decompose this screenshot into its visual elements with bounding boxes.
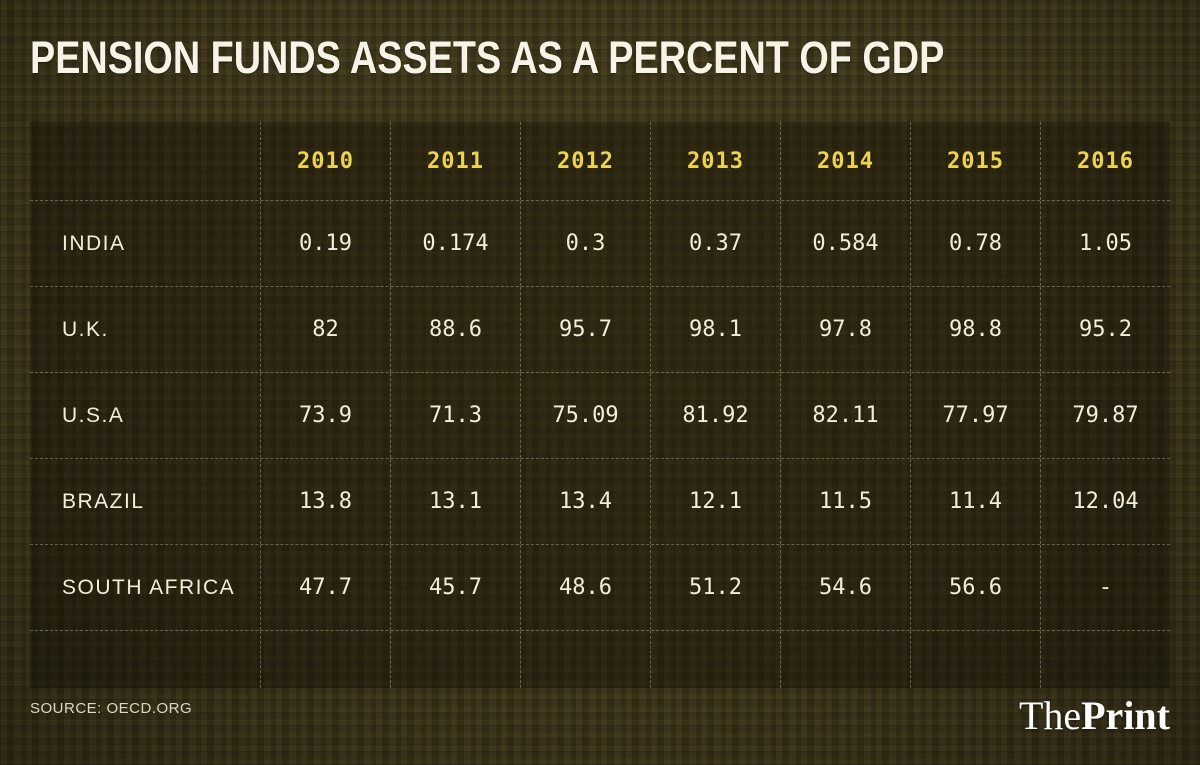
country-label: BRAZIL — [62, 489, 145, 513]
table-row: BRAZIL 13.8 13.1 13.4 12.1 11.5 11.4 12.04 — [30, 458, 1170, 544]
value-cell-2012: 95.7 — [520, 287, 650, 372]
value-cell-2010: 47.7 — [260, 545, 390, 630]
value-cell-2015: 56.6 — [910, 545, 1040, 630]
value-cell-2016: 95.2 — [1040, 287, 1170, 372]
year-header-2016: 2016 — [1040, 122, 1170, 200]
theprint-logo-print: Print — [1081, 693, 1170, 738]
empty-cell — [390, 631, 520, 688]
value-cell-2014: 11.5 — [780, 459, 910, 544]
value-cell-2010: 82 — [260, 287, 390, 372]
empty-cell — [30, 631, 260, 688]
table-row: SOUTH AFRICA 47.7 45.7 48.6 51.2 54.6 56.6- — [30, 544, 1170, 630]
value-cell-2016: - — [1040, 545, 1170, 630]
value-cell-2013: 12.1 — [650, 459, 780, 544]
value-cell-2016: 79.87 — [1040, 373, 1170, 458]
table-empty-row — [30, 630, 1170, 688]
empty-cell — [520, 631, 650, 688]
value-cell-2015: 11.4 — [910, 459, 1040, 544]
value-cell-2011: 13.1 — [390, 459, 520, 544]
theprint-logo: ThePrint — [1019, 692, 1170, 739]
value-cell-2016: 12.04 — [1040, 459, 1170, 544]
value-cell-2015: 77.97 — [910, 373, 1040, 458]
value-cell-2015: 98.8 — [910, 287, 1040, 372]
value-cell-2012: 0.3 — [520, 201, 650, 286]
value-cell-2011: 45.7 — [390, 545, 520, 630]
year-header-2012: 2012 — [520, 122, 650, 200]
empty-cell — [650, 631, 780, 688]
value-cell-2012: 48.6 — [520, 545, 650, 630]
value-cell-2012: 13.4 — [520, 459, 650, 544]
value-cell-2010: 0.19 — [260, 201, 390, 286]
table-row: U.S.A 73.9 71.3 75.09 81.92 82.11 77.97 79.87 — [30, 372, 1170, 458]
value-cell-2014: 97.8 — [780, 287, 910, 372]
country-label: U.K. — [62, 317, 109, 341]
value-cell-2013: 0.37 — [650, 201, 780, 286]
table-header-row: 2010 2011 2012 2013 2014 2015 2016 — [30, 122, 1170, 200]
value-cell-2010: 13.8 — [260, 459, 390, 544]
year-header-2010: 2010 — [260, 122, 390, 200]
value-cell-2014: 82.11 — [780, 373, 910, 458]
empty-cell — [780, 631, 910, 688]
value-cell-2010: 73.9 — [260, 373, 390, 458]
year-header-2014: 2014 — [780, 122, 910, 200]
source-text: SOURCE: OECD.ORG — [30, 700, 193, 717]
country-label: SOUTH AFRICA — [62, 575, 236, 599]
page-title: PENSION FUNDS ASSETS AS A PERCENT OF GDP — [30, 32, 945, 83]
value-cell-2013: 98.1 — [650, 287, 780, 372]
value-cell-2013: 81.92 — [650, 373, 780, 458]
year-header-2011: 2011 — [390, 122, 520, 200]
year-header-2013: 2013 — [650, 122, 780, 200]
country-label: U.S.A — [62, 403, 125, 427]
value-cell-2014: 54.6 — [780, 545, 910, 630]
year-header-2015: 2015 — [910, 122, 1040, 200]
value-cell-2016: 1.05 — [1040, 201, 1170, 286]
country-label: INDIA — [62, 231, 126, 255]
table-row: U.K. 82 88.6 95.7 98.1 97.8 98.8 95.2 — [30, 286, 1170, 372]
empty-cell — [260, 631, 390, 688]
theprint-logo-the: The — [1018, 693, 1082, 738]
header-corner-cell — [30, 122, 260, 200]
empty-cell — [910, 631, 1040, 688]
empty-cell — [1040, 631, 1170, 688]
value-cell-2013: 51.2 — [650, 545, 780, 630]
table-row: INDIA 0.19 0.174 0.3 0.37 0.584 0.78 1.05 — [30, 200, 1170, 286]
value-cell-2011: 88.6 — [390, 287, 520, 372]
value-cell-2011: 0.174 — [390, 201, 520, 286]
pension-table: 2010 2011 2012 2013 2014 2015 2016 INDIA 0.19 0.1… — [30, 122, 1170, 688]
value-cell-2012: 75.09 — [520, 373, 650, 458]
value-cell-2014: 0.584 — [780, 201, 910, 286]
value-cell-2011: 71.3 — [390, 373, 520, 458]
value-cell-2015: 0.78 — [910, 201, 1040, 286]
